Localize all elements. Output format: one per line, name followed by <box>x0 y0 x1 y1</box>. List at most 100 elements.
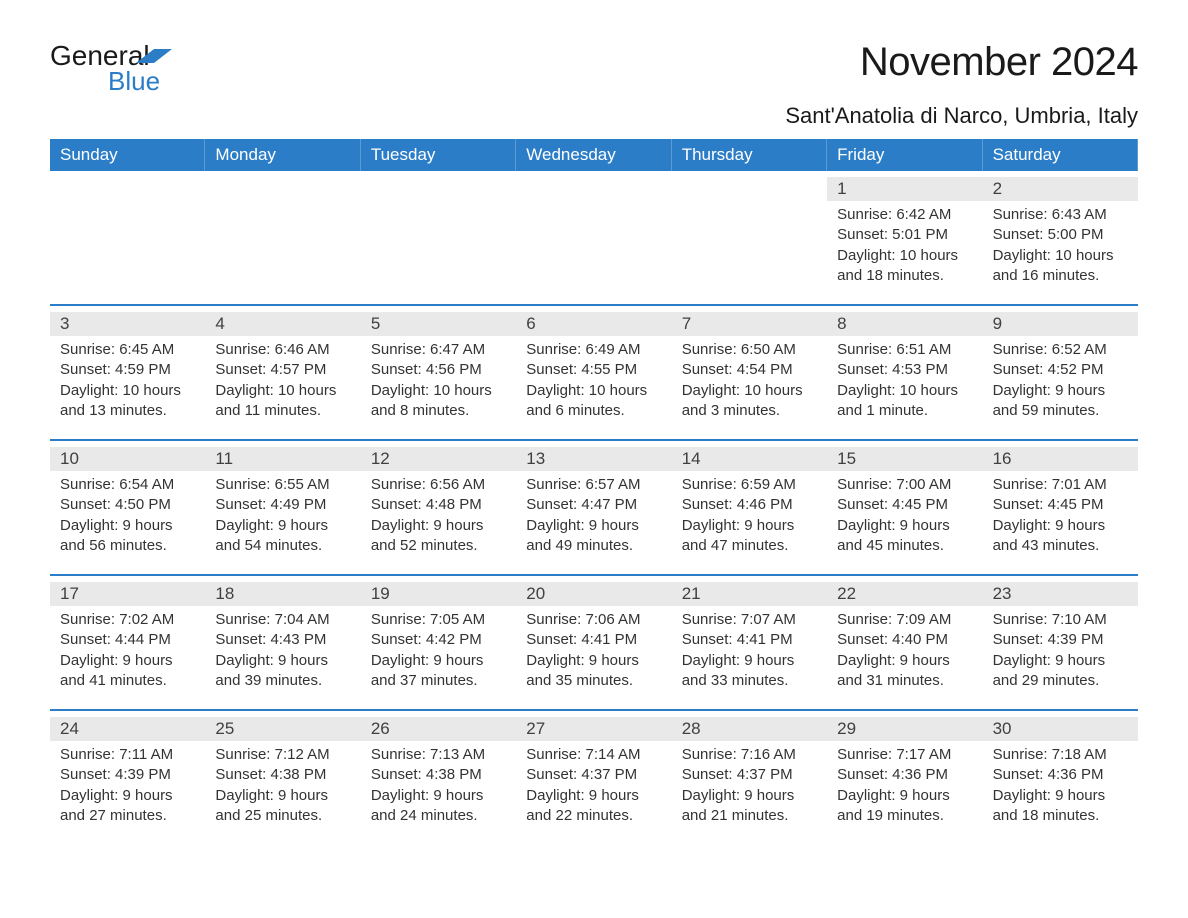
info-line: Sunrise: 7:01 AM <box>993 475 1128 495</box>
info-line: Sunrise: 7:06 AM <box>526 610 661 630</box>
calendar-cell: 13Sunrise: 6:57 AMSunset: 4:47 PMDayligh… <box>516 439 671 574</box>
calendar-grid: SundayMondayTuesdayWednesdayThursdayFrid… <box>50 139 1138 844</box>
info-line: Sunset: 4:45 PM <box>993 495 1128 515</box>
info-line: Sunset: 4:59 PM <box>60 360 195 380</box>
calendar-cell <box>672 171 827 304</box>
info-line: Sunrise: 7:04 AM <box>215 610 350 630</box>
info-line: Sunrise: 7:10 AM <box>993 610 1128 630</box>
info-line: Sunset: 4:46 PM <box>682 495 817 515</box>
info-line: Daylight: 9 hours <box>215 786 350 806</box>
info-line: Daylight: 10 hours <box>526 381 661 401</box>
title-area: November 2024 Sant'Anatolia di Narco, Um… <box>785 40 1138 129</box>
info-line: Sunrise: 7:11 AM <box>60 745 195 765</box>
day-number: 14 <box>672 447 827 471</box>
info-line: Daylight: 10 hours <box>371 381 506 401</box>
calendar-cell: 5Sunrise: 6:47 AMSunset: 4:56 PMDaylight… <box>361 304 516 439</box>
info-line: Sunset: 4:50 PM <box>60 495 195 515</box>
info-line: Daylight: 9 hours <box>526 516 661 536</box>
calendar-cell: 30Sunrise: 7:18 AMSunset: 4:36 PMDayligh… <box>983 709 1138 844</box>
calendar-cell: 19Sunrise: 7:05 AMSunset: 4:42 PMDayligh… <box>361 574 516 709</box>
info-line: Daylight: 9 hours <box>993 516 1128 536</box>
calendar-cell: 26Sunrise: 7:13 AMSunset: 4:38 PMDayligh… <box>361 709 516 844</box>
calendar-cell <box>516 171 671 304</box>
day-number: 1 <box>827 177 982 201</box>
info-line: Sunset: 4:49 PM <box>215 495 350 515</box>
info-line: Daylight: 9 hours <box>993 651 1128 671</box>
info-line: and 45 minutes. <box>837 536 972 556</box>
day-number: 19 <box>361 582 516 606</box>
info-line: Daylight: 9 hours <box>993 381 1128 401</box>
day-number: 17 <box>50 582 205 606</box>
day-header: Tuesday <box>361 139 516 171</box>
day-header: Sunday <box>50 139 205 171</box>
info-line: Sunset: 4:42 PM <box>371 630 506 650</box>
info-line: Sunrise: 6:47 AM <box>371 340 506 360</box>
info-line: Sunset: 4:36 PM <box>993 765 1128 785</box>
info-line: Sunset: 4:38 PM <box>371 765 506 785</box>
calendar-cell: 10Sunrise: 6:54 AMSunset: 4:50 PMDayligh… <box>50 439 205 574</box>
calendar-cell: 9Sunrise: 6:52 AMSunset: 4:52 PMDaylight… <box>983 304 1138 439</box>
info-line: and 8 minutes. <box>371 401 506 421</box>
calendar-cell: 20Sunrise: 7:06 AMSunset: 4:41 PMDayligh… <box>516 574 671 709</box>
day-number: 18 <box>205 582 360 606</box>
info-line: Sunrise: 7:16 AM <box>682 745 817 765</box>
info-line: and 24 minutes. <box>371 806 506 826</box>
info-line: and 31 minutes. <box>837 671 972 691</box>
info-line: Daylight: 9 hours <box>682 516 817 536</box>
calendar-cell: 3Sunrise: 6:45 AMSunset: 4:59 PMDaylight… <box>50 304 205 439</box>
calendar-cell <box>361 171 516 304</box>
day-number: 22 <box>827 582 982 606</box>
info-line: and 39 minutes. <box>215 671 350 691</box>
day-number: 15 <box>827 447 982 471</box>
calendar-cell: 15Sunrise: 7:00 AMSunset: 4:45 PMDayligh… <box>827 439 982 574</box>
calendar-cell: 2Sunrise: 6:43 AMSunset: 5:00 PMDaylight… <box>983 171 1138 304</box>
day-number: 3 <box>50 312 205 336</box>
info-line: and 25 minutes. <box>215 806 350 826</box>
info-line: Daylight: 9 hours <box>60 651 195 671</box>
info-line: Daylight: 9 hours <box>682 651 817 671</box>
info-line: Daylight: 10 hours <box>60 381 195 401</box>
info-line: Sunset: 4:40 PM <box>837 630 972 650</box>
day-header: Wednesday <box>516 139 671 171</box>
info-line: Sunset: 4:45 PM <box>837 495 972 515</box>
calendar-cell: 17Sunrise: 7:02 AMSunset: 4:44 PMDayligh… <box>50 574 205 709</box>
day-number: 24 <box>50 717 205 741</box>
day-number: 13 <box>516 447 671 471</box>
info-line: Sunrise: 6:52 AM <box>993 340 1128 360</box>
info-line: and 47 minutes. <box>682 536 817 556</box>
day-number: 21 <box>672 582 827 606</box>
day-number: 6 <box>516 312 671 336</box>
location-text: Sant'Anatolia di Narco, Umbria, Italy <box>785 103 1138 129</box>
info-line: and 3 minutes. <box>682 401 817 421</box>
info-line: Daylight: 10 hours <box>682 381 817 401</box>
info-line: Daylight: 10 hours <box>215 381 350 401</box>
info-line: Sunrise: 6:42 AM <box>837 205 972 225</box>
day-number: 4 <box>205 312 360 336</box>
logo-triangle-icon <box>154 49 172 63</box>
info-line: and 54 minutes. <box>215 536 350 556</box>
info-line: Sunset: 4:41 PM <box>526 630 661 650</box>
day-number: 23 <box>983 582 1138 606</box>
info-line: Sunset: 4:39 PM <box>993 630 1128 650</box>
info-line: Sunset: 4:56 PM <box>371 360 506 380</box>
info-line: and 27 minutes. <box>60 806 195 826</box>
info-line: Sunset: 4:41 PM <box>682 630 817 650</box>
info-line: Sunrise: 7:09 AM <box>837 610 972 630</box>
info-line: Sunset: 4:43 PM <box>215 630 350 650</box>
info-line: Sunset: 5:00 PM <box>993 225 1128 245</box>
info-line: Sunset: 4:37 PM <box>526 765 661 785</box>
info-line: Sunset: 4:53 PM <box>837 360 972 380</box>
info-line: Sunset: 4:47 PM <box>526 495 661 515</box>
calendar-cell <box>50 171 205 304</box>
info-line: Daylight: 9 hours <box>682 786 817 806</box>
info-line: Sunset: 5:01 PM <box>837 225 972 245</box>
info-line: Sunrise: 7:14 AM <box>526 745 661 765</box>
info-line: and 35 minutes. <box>526 671 661 691</box>
info-line: Sunrise: 7:17 AM <box>837 745 972 765</box>
info-line: Daylight: 9 hours <box>371 786 506 806</box>
info-line: and 18 minutes. <box>993 806 1128 826</box>
calendar-cell <box>205 171 360 304</box>
calendar-cell: 12Sunrise: 6:56 AMSunset: 4:48 PMDayligh… <box>361 439 516 574</box>
day-number: 7 <box>672 312 827 336</box>
info-line: Sunset: 4:37 PM <box>682 765 817 785</box>
